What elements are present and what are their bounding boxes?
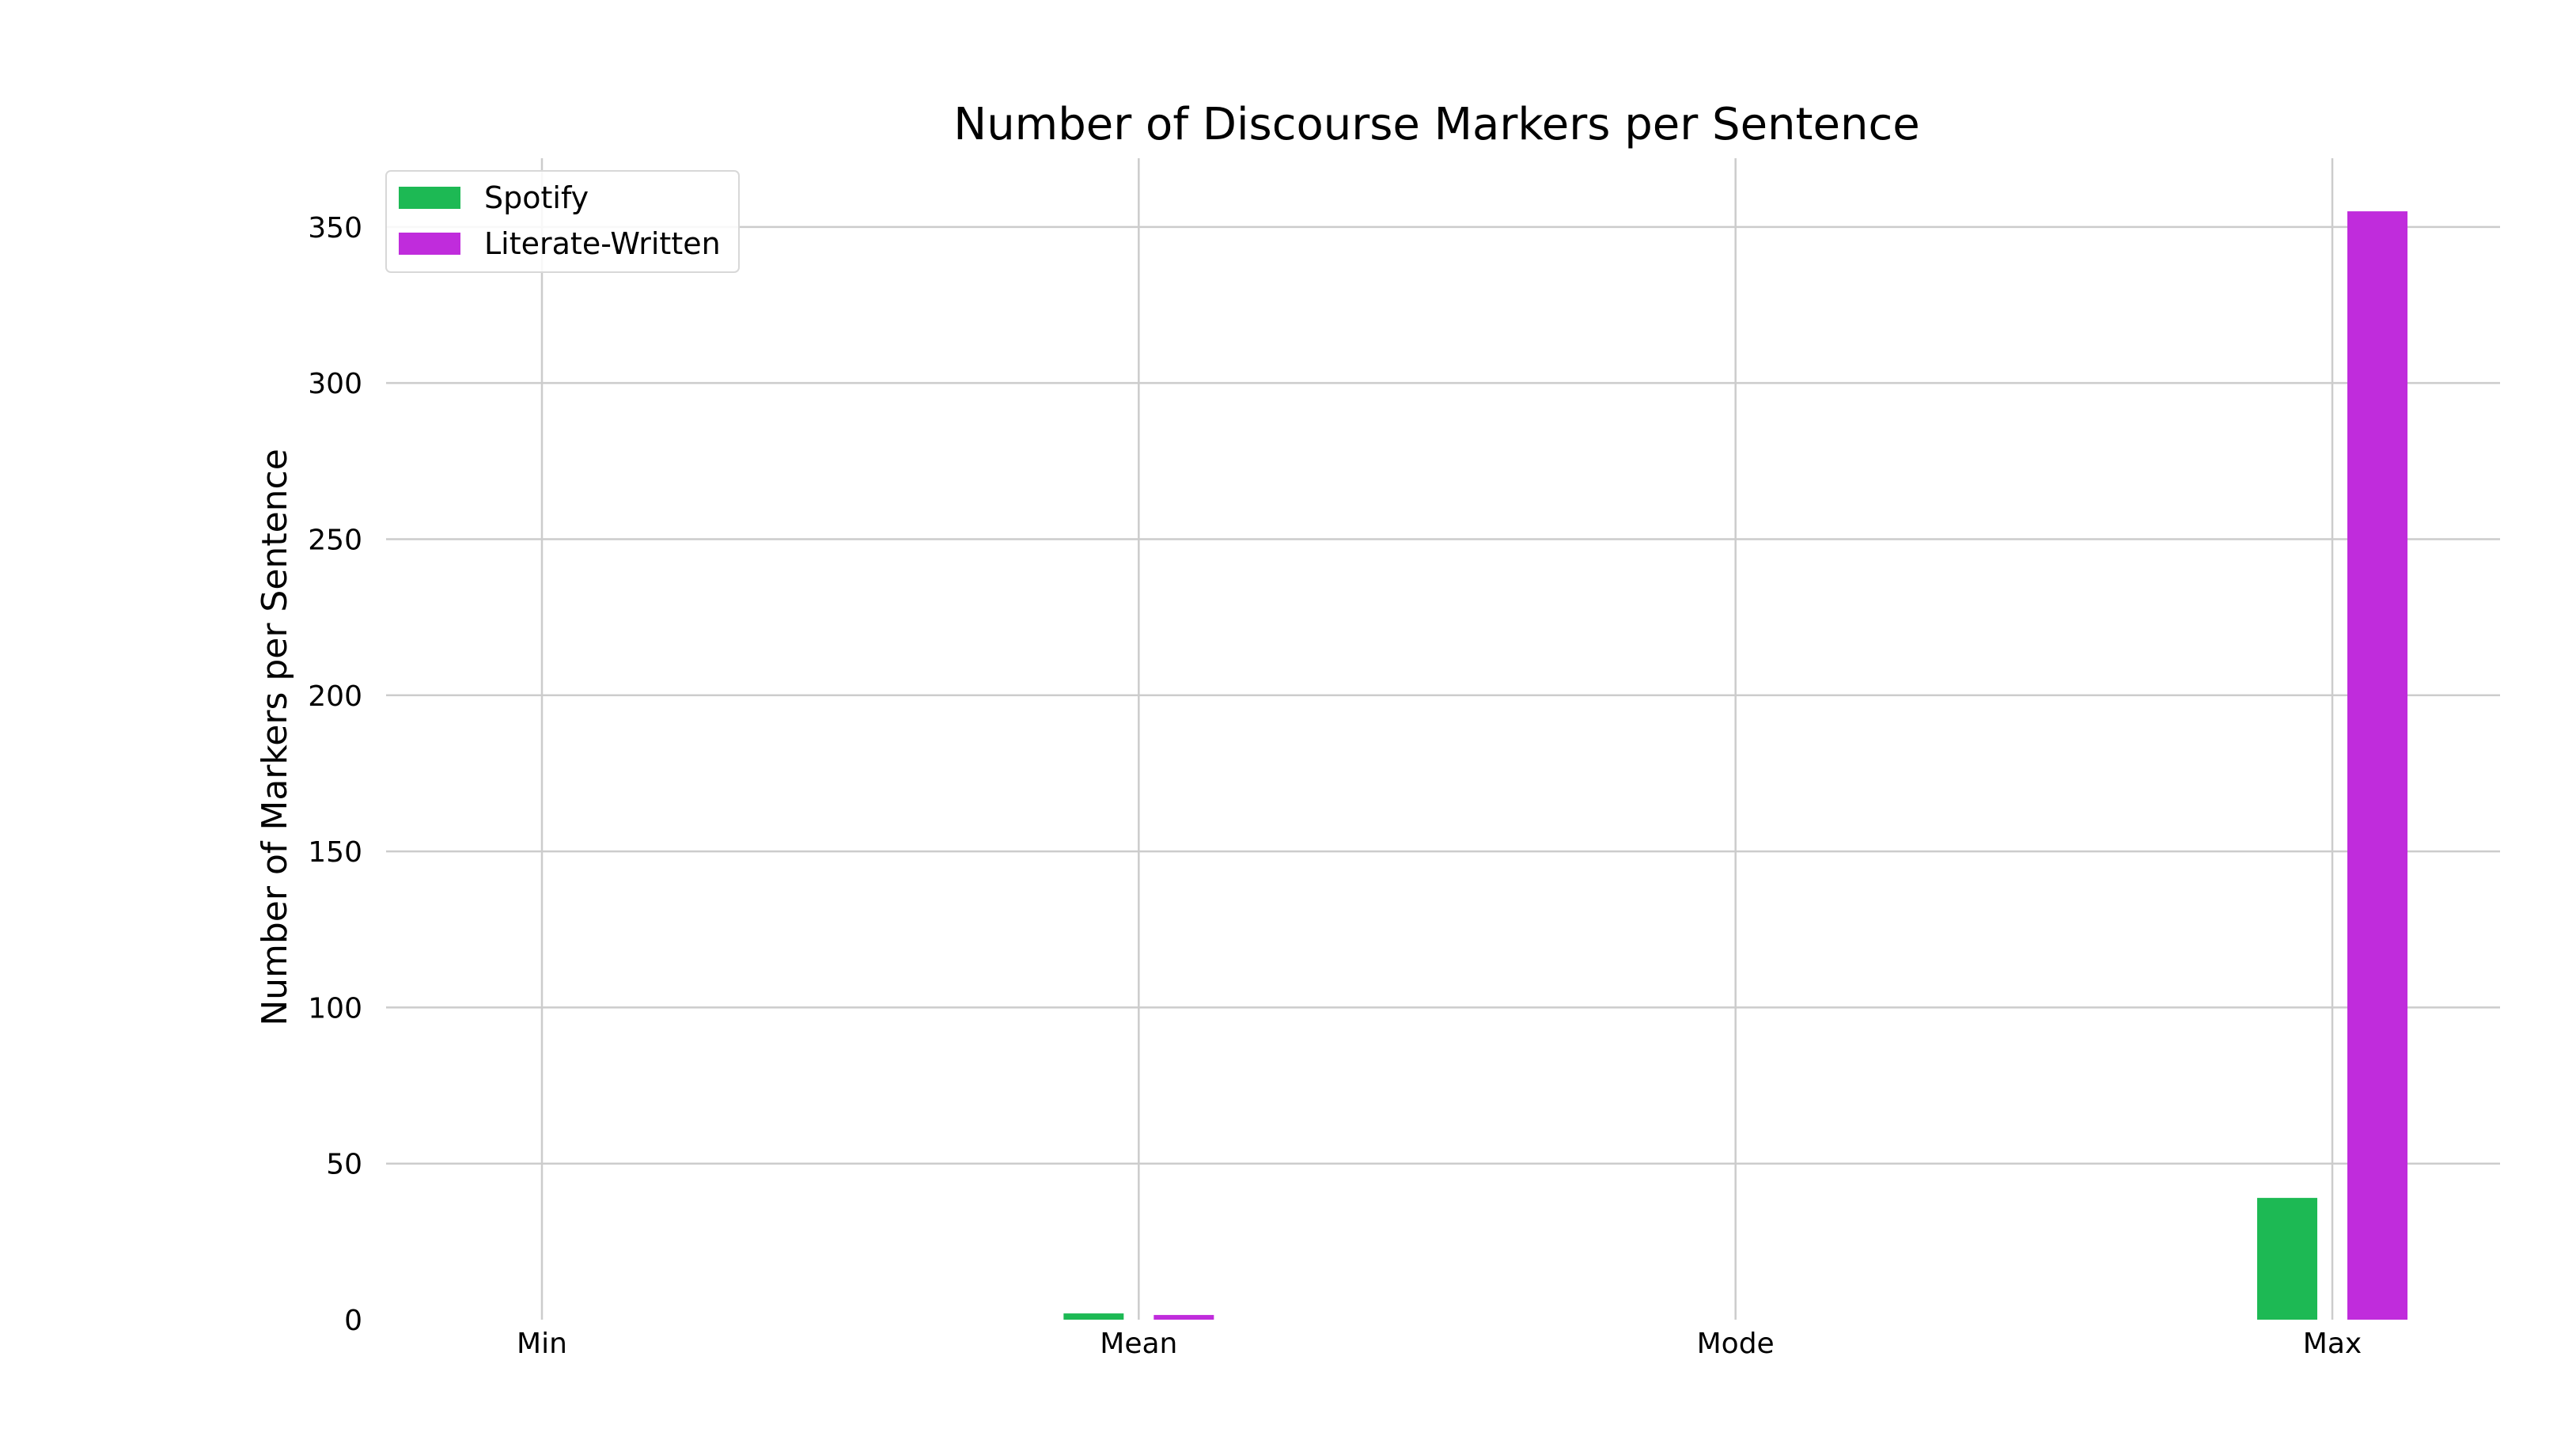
x-tick-label: Min: [517, 1328, 567, 1360]
x-tick-label: Mode: [1697, 1328, 1775, 1360]
bar-spotify-max: [2257, 1198, 2317, 1320]
legend-label: Spotify: [484, 180, 589, 215]
grid-lines: [386, 158, 2500, 1320]
y-tick-label: 200: [308, 680, 362, 713]
y-tick-label: 0: [344, 1305, 362, 1337]
legend-label: Literate-Written: [484, 226, 721, 261]
y-tick-label: 350: [308, 212, 362, 244]
legend-swatch: [399, 187, 460, 209]
y-tick-label: 150: [308, 836, 362, 869]
x-tick-label: Mean: [1100, 1328, 1177, 1360]
bar-literate-written-mean: [1154, 1315, 1214, 1320]
chart-title: Number of Discourse Markers per Sentence: [953, 99, 1919, 150]
bar-spotify-mean: [1063, 1313, 1124, 1320]
y-tick-label: 50: [326, 1149, 362, 1181]
y-tick-label: 100: [308, 992, 362, 1025]
y-axis-title: Number of Markers per Sentence: [255, 449, 295, 1026]
legend: Spotify Literate-Written: [385, 170, 740, 273]
legend-swatch: [399, 233, 460, 255]
y-tick-label: 250: [308, 524, 362, 556]
y-tick-labels: 0 50 100 150 200 250 300 350: [308, 212, 362, 1337]
bar-literate-written-max: [2347, 211, 2407, 1320]
legend-box: [385, 170, 740, 273]
bars: [1063, 211, 2407, 1320]
x-tick-labels: Min Mean Mode Max: [517, 1328, 2362, 1360]
y-tick-label: 300: [308, 368, 362, 400]
x-tick-label: Max: [2303, 1328, 2362, 1360]
